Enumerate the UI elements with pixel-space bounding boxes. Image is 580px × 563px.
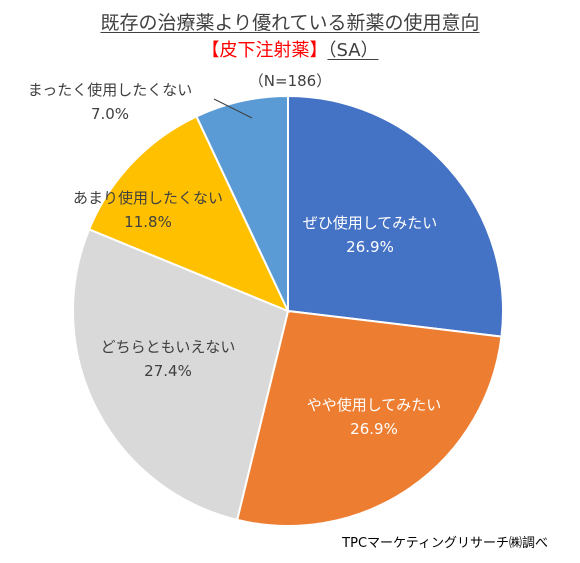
chart-title: 既存の治療薬より優れている新薬の使用意向 — [100, 12, 480, 34]
subtitle-suffix: （SA） — [327, 40, 379, 61]
slice-value-label: 7.0% — [91, 105, 129, 123]
subtitle-main: 【皮下注射薬】 — [201, 40, 328, 61]
leader-line — [213, 98, 253, 119]
slice-category-label: どちらともいえない — [101, 338, 236, 356]
slice-value-label: 27.4% — [144, 362, 192, 380]
slice-value-label: 26.9% — [346, 238, 394, 256]
slice-category-label: やや使用してみたい — [307, 396, 442, 414]
slice-value-label: 11.8% — [124, 213, 172, 231]
pie-slice — [235, 309, 503, 527]
slice-value-label: 26.9% — [350, 420, 398, 438]
pie-slice — [287, 94, 504, 338]
source-note: TPCマーケティングリサーチ㈱調べ — [342, 536, 548, 551]
pie-slice — [72, 228, 290, 522]
slice-category-label: ぜひ使用してみたい — [303, 214, 438, 232]
slice-category-label: まったく使用したくない — [28, 81, 192, 99]
pie-slice — [195, 94, 289, 312]
slice-category-label: あまり使用したくない — [73, 189, 223, 207]
sample-size-label: （N=186） — [248, 72, 332, 90]
chart-subtitle: 【皮下注射薬】（SA） — [0, 36, 580, 62]
pie-slice — [87, 115, 291, 313]
